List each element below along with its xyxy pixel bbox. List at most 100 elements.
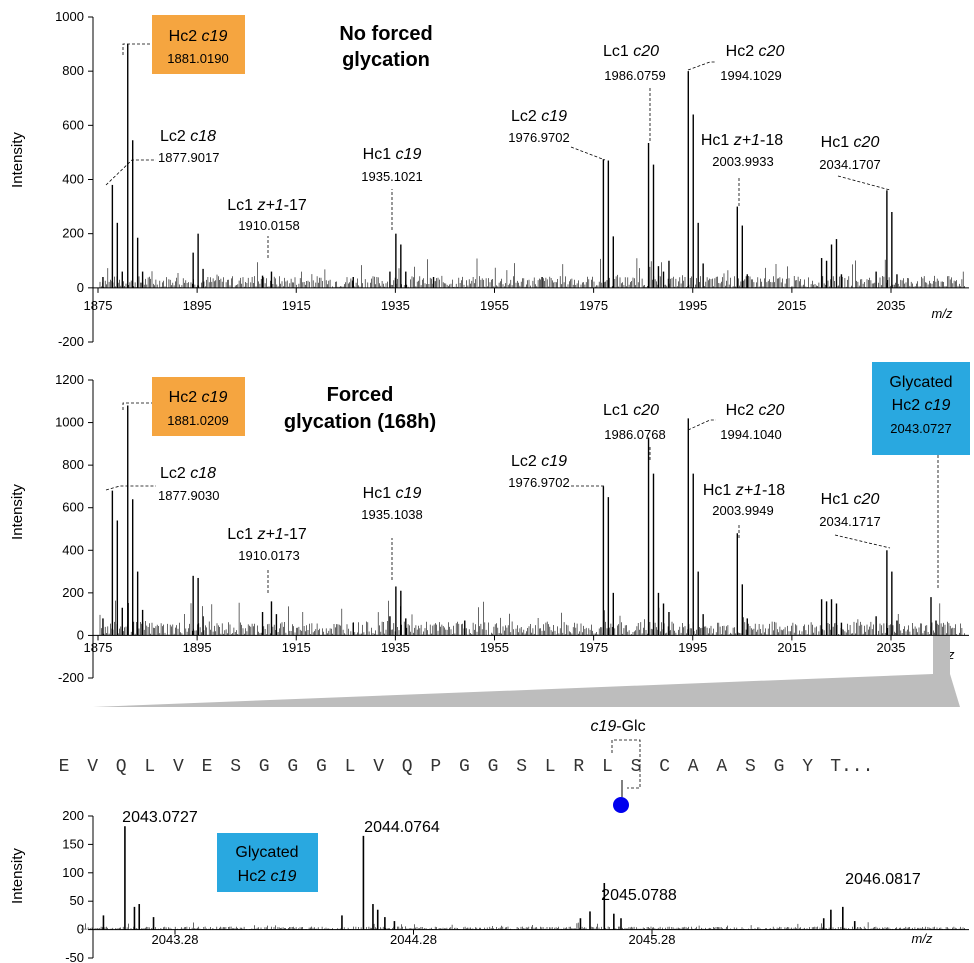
panel1-title-line1: No forced [339,23,432,45]
panel1-lc2-c18-leader [105,159,156,186]
panel1-lc2-c19-leader [570,146,606,161]
sequence-residue: S [516,757,527,777]
sequence-residue: V [373,757,384,777]
panel2-lc1-z1-17-mz: 1910.0173 [238,548,299,563]
panel3-peak-label-1: 2043.0727 [122,809,198,826]
panel2-ytick-label: -200 [58,670,84,685]
panel2-ytick-label: 800 [62,457,84,472]
panel2-hc1-c20-mz: 2034.1717 [819,514,880,529]
panel3-ytick-label: 50 [70,893,84,908]
panel1-xtick-label: 1955 [480,298,509,313]
panel2-baseline-noise [99,600,965,636]
sequence-residue: L [545,757,556,777]
panel2-lc2-c18-leader [105,485,156,491]
panel1-xtick-label: 1895 [183,298,212,313]
sequence-residue: G [259,757,270,777]
zoom-wedge [93,674,960,707]
panel-zoom-glycated: -50 0 50 100 150 200 2043.28 2044.28 2045.28 Int… [9,808,969,963]
panel3-ytick-label: 200 [62,808,84,823]
panel2-hc2-c20-label: Hc2 c20 [726,402,785,419]
panel1-hc1-c20-mz: 2034.1707 [819,157,880,172]
panel3-peak-label-4: 2046.0817 [845,871,921,888]
panel2-hc1-z1-18-label: Hc1 z+1-18 [703,482,785,499]
zoom-connector [93,636,960,707]
panel1-peaks [99,44,965,288]
sequence-residue: L [602,757,613,777]
panel2-hc2-c19-mz: 1881.0209 [167,413,228,428]
panel1-lc2-c19-mz: 1976.9702 [508,130,569,145]
panel1-ytick-label: 0 [77,280,84,295]
panel2-title-line2: glycation (168h) [284,411,436,433]
panel-no-forced-glycation: -200 0 200 400 600 800 1000 1875 1895 1915 1935 195… [9,9,969,349]
panel2-xtick-label: 2035 [877,640,906,655]
zoom-source-box [933,636,950,674]
panel1-ytick-label: 800 [62,63,84,78]
panel2-hc1-z1-18-mz: 2003.9949 [712,503,773,518]
panel3-peak-label-2: 2044.0764 [364,819,440,836]
sequence-residue: S [230,757,241,777]
panel2-hc1-c20-label: Hc1 c20 [821,491,880,508]
panel2-hc2-c19-label: Hc2 c19 [169,389,228,406]
panel1-hc2-c19-leader [122,43,152,55]
panel2-hc1-c20-leader [834,534,891,549]
panel2-xtick-label: 1975 [579,640,608,655]
panel1-hc1-z1-18-mz: 2003.9933 [712,154,773,169]
cleavage-label: c19-Glc [590,718,645,735]
panel2-lc2-c19-label: Lc2 c19 [511,453,567,470]
panel2-lc2-c19-mz: 1976.9702 [508,475,569,490]
panel2-hc2-c19-box [152,377,245,436]
panel1-hc2-c20-mz: 1994.1029 [720,68,781,83]
panel1-ylabel: Intensity [9,132,26,188]
panel2-axes: -200 0 200 400 600 800 1000 1200 1875 1895 1915 193… [55,372,969,685]
panel3-ylabel: Intensity [9,848,26,904]
sequence-residue: E [202,757,213,777]
panel2-lc1-z1-17-label: Lc1 z+1-17 [227,526,307,543]
panel2-hc2-c20-mz: 1994.1040 [720,427,781,442]
panel1-hc2-c19-label: Hc2 c19 [169,28,228,45]
sequence-residue: S [631,757,642,777]
sequence-residue: L [345,757,356,777]
panel1-xtick-label: 1995 [678,298,707,313]
panel1-xtick-label: 2015 [777,298,806,313]
panel1-hc1-c19-label: Hc1 c19 [363,146,422,163]
panel2-xtick-label: 1875 [84,640,113,655]
panel1-ytick-label: -200 [58,334,84,349]
panel3-glycated-line1: Glycated [235,844,298,861]
sequence-residue: Q [402,757,413,777]
panel1-hc2-c19-box [152,15,245,74]
panel1-lc1-c20-label: Lc1 c20 [603,43,659,60]
sequence-residue: G [459,757,470,777]
panel1-ytick-label: 600 [62,117,84,132]
panel2-ytick-label: 1200 [55,372,84,387]
panel1-title-line2: glycation [342,49,430,71]
peptide-sequence: c19-Glc E V Q L V E S G G G L V Q P G G S L R L S C A A S G Y T... [59,718,873,813]
panel2-xtick-label: 1995 [678,640,707,655]
sequence-residue: G [488,757,499,777]
sequence-residue: A [688,757,699,777]
sequence-residue: S [745,757,756,777]
panel1-lc1-z1-17-mz: 1910.0158 [238,218,299,233]
sequence-residue: P [430,757,441,777]
panel3-glycated-line2: Hc2 c19 [238,868,297,885]
panel3-ytick-label: -50 [65,950,84,963]
panel-forced-glycation: -200 0 200 400 600 800 1000 1200 1875 1895 1915 193… [9,362,970,685]
panel2-lc2-c18-label: Lc2 c18 [160,465,216,482]
panel1-lc1-z1-17-label: Lc1 z+1-17 [227,197,307,214]
panel3-ytick-label: 150 [62,836,84,851]
panel2-lc2-c18-mz: 1877.9030 [158,488,219,503]
panel1-ytick-label: 200 [62,226,84,241]
panel2-lc1-c20-mz: 1986.0768 [604,427,665,442]
panel2-hc2-c20-leader [687,419,716,431]
panel3-baseline-noise [81,922,965,930]
panel1-baseline-noise [99,258,965,288]
panel3-ytick-label: 0 [77,922,84,937]
panel3-ytick-label: 100 [62,865,84,880]
glycation-dot [613,797,629,813]
panel3-glycated-box [217,833,318,892]
sequence-residue: T... [830,757,873,777]
panel2-xtick-label: 1935 [381,640,410,655]
panel3-peaks [81,826,965,930]
panel1-xtick-label: 1975 [579,298,608,313]
panel2-hc1-c19-label: Hc1 c19 [363,485,422,502]
